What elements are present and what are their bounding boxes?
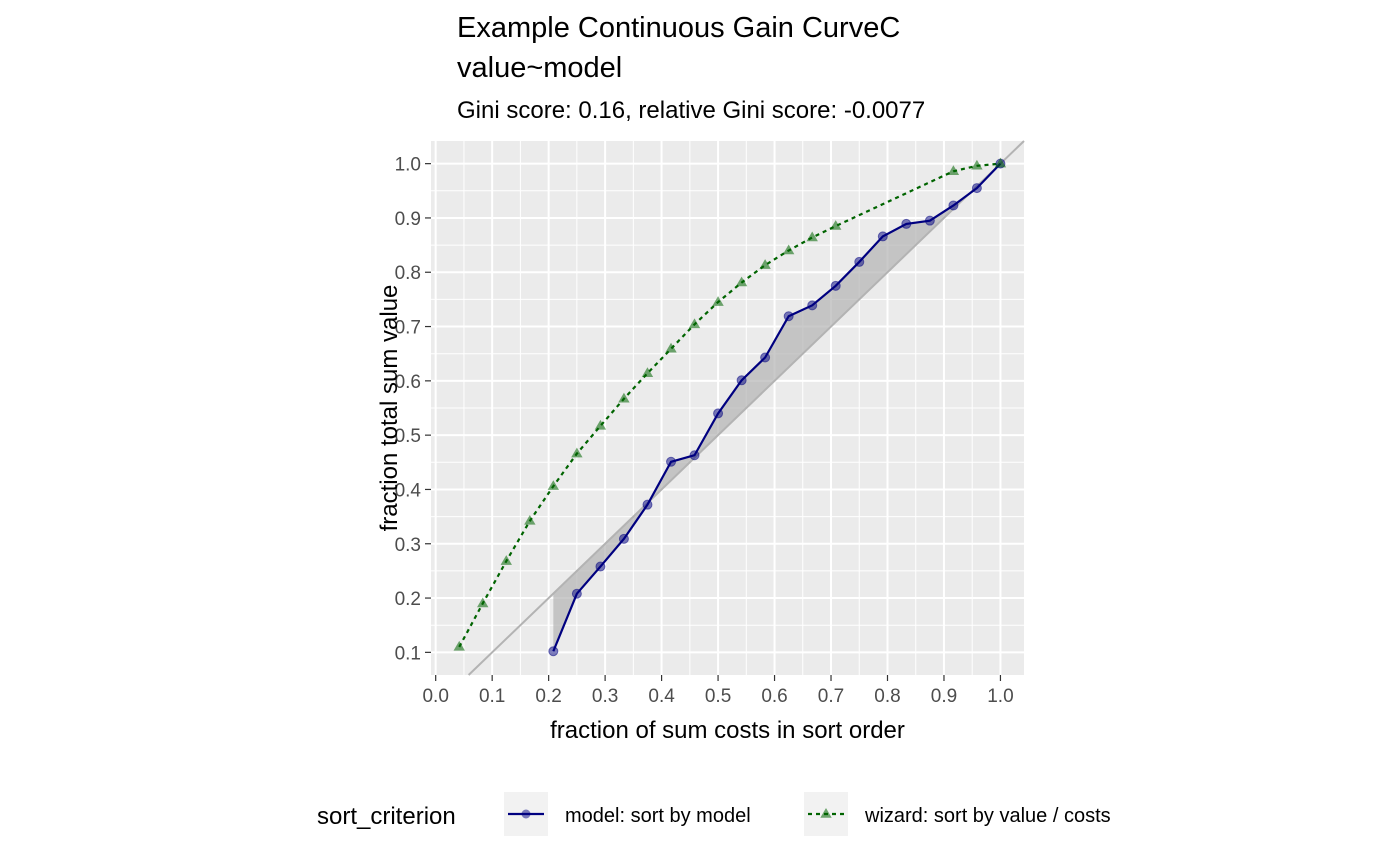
wizard-point <box>712 296 724 306</box>
wizard-point <box>759 259 771 269</box>
x-tick-label: 0.5 <box>705 686 731 707</box>
wizard-point <box>594 419 607 430</box>
y-tick-label: 0.5 <box>395 426 421 447</box>
wizard-point <box>500 555 512 565</box>
x-tick-label: 0.2 <box>535 686 561 707</box>
x-axis: 0.0 0.1 0.2 0.3 0.4 0.5 0.6 0.7 0.8 0.9 1.0 <box>422 675 1014 707</box>
legend-model-point <box>521 809 531 819</box>
wizard-point <box>524 514 536 525</box>
x-axis-title: fraction of sum costs in sort order <box>550 717 905 744</box>
model-point <box>760 352 771 363</box>
wizard-point <box>665 342 677 353</box>
wizard-point <box>571 447 583 458</box>
model-point <box>807 300 818 311</box>
wizard-point <box>994 157 1007 168</box>
y-tick-label: 0.1 <box>395 643 421 664</box>
model-point <box>877 231 888 242</box>
model-point <box>689 450 700 461</box>
x-tick-label: 0.6 <box>761 686 787 707</box>
grid-major <box>431 141 1024 675</box>
y-tick-label: 1.0 <box>395 155 421 176</box>
model-point <box>571 588 582 599</box>
model-point <box>713 408 724 419</box>
y-axis-title: fraction total sum value <box>376 285 403 532</box>
y-tick-label: 0.7 <box>395 318 421 339</box>
wizard-point <box>830 220 842 230</box>
model-point <box>924 215 935 226</box>
model-point <box>948 200 959 211</box>
wizard-point <box>735 276 748 287</box>
x-tick-label: 1.0 <box>987 686 1013 707</box>
wizard-point <box>641 367 654 377</box>
model-point <box>854 256 865 267</box>
series-points <box>453 157 1007 657</box>
y-tick-label: 0.6 <box>395 372 421 393</box>
x-tick-label: 0.0 <box>422 686 448 707</box>
model-point <box>736 375 747 386</box>
model-point <box>618 533 629 544</box>
wizard-point <box>453 640 465 651</box>
y-tick-label: 0.8 <box>395 263 421 284</box>
model-point <box>830 280 841 291</box>
model-point <box>595 561 606 572</box>
model-point <box>901 218 912 229</box>
model-point <box>548 646 559 657</box>
wizard-point <box>688 318 701 329</box>
y-axis: 0.1 0.2 0.3 0.4 0.5 0.6 0.7 0.8 0.9 1.0 <box>395 155 431 664</box>
legend-wizard-point <box>820 808 832 818</box>
model-point <box>642 499 653 510</box>
legend-label-wizard: wizard: sort by value / costs <box>864 805 1111 827</box>
wizard-point <box>806 231 818 242</box>
diagonal-reference-line <box>467 140 1025 676</box>
model-point <box>666 456 677 467</box>
model-point <box>783 311 794 322</box>
wizard-point <box>947 165 960 175</box>
wizard-point <box>477 597 489 608</box>
x-tick-label: 0.1 <box>479 686 505 707</box>
legend: sort_criterion model: sort by model wiza… <box>317 792 1111 836</box>
x-tick-label: 0.4 <box>648 686 675 707</box>
wizard-point <box>971 159 983 170</box>
wizard-point <box>782 244 795 255</box>
chart-title-line2: value~model <box>457 52 623 84</box>
y-tick-label: 0.2 <box>395 589 421 610</box>
legend-title: sort_criterion <box>317 803 456 830</box>
x-tick-label: 0.7 <box>818 686 844 707</box>
y-tick-label: 0.4 <box>395 480 422 501</box>
chart-title-line1: Example Continuous Gain CurveC <box>457 12 901 44</box>
chart-subtitle: Gini score: 0.16, relative Gini score: -… <box>457 97 926 124</box>
wizard-point <box>618 392 630 403</box>
x-tick-label: 0.9 <box>931 686 957 707</box>
y-tick-label: 0.9 <box>395 209 421 230</box>
x-tick-label: 0.8 <box>874 686 900 707</box>
legend-label-model: model: sort by model <box>565 805 751 827</box>
y-tick-label: 0.3 <box>395 535 421 556</box>
model-point <box>971 183 982 194</box>
x-tick-label: 0.3 <box>592 686 618 707</box>
wizard-point <box>547 480 560 490</box>
